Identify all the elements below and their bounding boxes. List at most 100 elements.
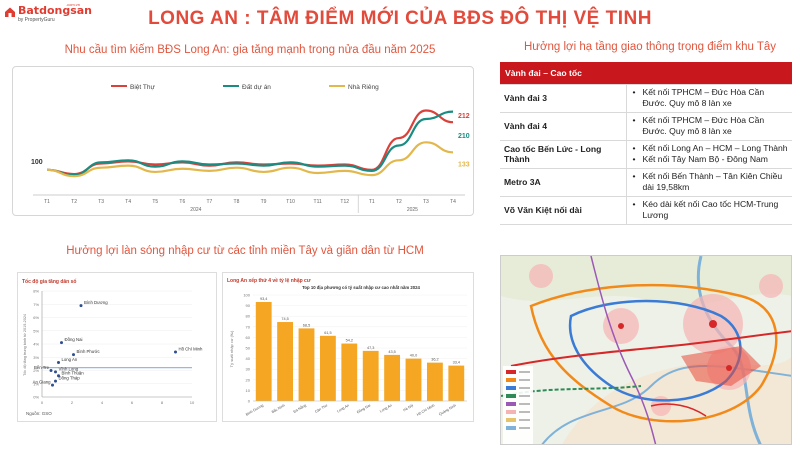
y-tick-label: 60 (246, 335, 251, 340)
bar (255, 301, 272, 401)
scatter-point (49, 369, 53, 372)
point-value-label: 212 (458, 113, 470, 120)
y-tick-label: 50 (246, 346, 251, 351)
x-tick-label: T3 (423, 199, 429, 205)
x-group-label: 2024 (190, 207, 201, 213)
scatter-point-label: Bình Dương (84, 300, 108, 305)
infra-row-item: Kết nối TPHCM – Đức Hòa Cần Đước. Quy mô… (633, 115, 791, 138)
scatter-point-label: Bình Thuận (62, 370, 85, 375)
x-tick-label: T3 (98, 199, 104, 205)
y-tick-label: 90 (246, 303, 251, 308)
bar-category-label: Hà Nội (402, 403, 414, 412)
infra-row-name: Vành đai 4 (500, 112, 626, 141)
y-tick-label: 30 (246, 367, 251, 372)
scatter-point-label: Hồ Chí Minh (179, 346, 203, 351)
bar (384, 354, 401, 401)
infra-table-header-row: Vành đai – Cao tốc (500, 62, 792, 85)
y-tick-label: 40 (246, 356, 251, 361)
y-tick-label: 10 (246, 388, 251, 393)
legend-label: Nhà Riêng (348, 84, 379, 91)
scatter-point (57, 361, 60, 365)
scatter-title: Tốc độ gia tăng dân số (22, 278, 76, 285)
infrastructure-table: Vành đai – Cao tốc Vành đai 3 Kết nối TPH… (500, 62, 792, 225)
bar-category-label: Bắc Ninh (270, 403, 285, 415)
scatter-point (57, 374, 60, 378)
point-value-label: 100 (31, 159, 43, 166)
scatter-source: Nguồn: GSO (26, 411, 52, 416)
scatter-point (54, 370, 57, 374)
scatter-point-label: An Giang (33, 380, 52, 385)
x-tick-label: 6 (131, 400, 134, 405)
scatter-point (72, 353, 75, 357)
infra-row: Vành đai 4 Kết nối TPHCM – Đức Hòa Cần Đư… (500, 112, 792, 141)
infra-row-description: Kết nối Bến Thành – Tân Kiên Chiều dài 1… (625, 168, 792, 197)
legend-label: Đất dự án (242, 82, 271, 91)
infra-table-header: Vành đai – Cao tốc (500, 62, 792, 85)
bar-category-label: Bình Dương (245, 403, 264, 416)
bar-value-label: 47,3 (367, 346, 374, 350)
x-tick-label: T4 (450, 199, 456, 205)
infra-row-name: Võ Văn Kiệt nối dài (500, 196, 626, 225)
bar-value-label: 33,4 (453, 361, 460, 365)
y-tick-label: 0 (248, 399, 251, 404)
infra-row: Võ Văn Kiệt nối dài Kéo dài kết nối Cao t… (500, 196, 792, 225)
legend-label: Biệt Thự (130, 84, 155, 91)
x-tick-label: 0 (41, 400, 44, 405)
bar (362, 350, 379, 401)
y-tick-label: 80 (246, 314, 251, 319)
y-tick-label: 7% (33, 302, 39, 307)
y-tick-label: 8% (33, 289, 39, 294)
scatter-point (51, 383, 54, 387)
brand-name: Batdongsan (18, 4, 93, 17)
point-value-label: 133 (458, 161, 470, 168)
bar-value-label: 40,0 (410, 354, 417, 358)
bar (277, 322, 294, 401)
y-tick-label: 70 (246, 324, 251, 329)
bar-category-label: Hồ Chí Minh (416, 403, 435, 416)
x-tick-label: T2 (396, 199, 402, 205)
bar-category-label: Đồng Nai (356, 403, 371, 414)
x-tick-label: 4 (101, 400, 104, 405)
bar-value-label: 68,5 (303, 323, 310, 327)
brand-logo: Batdongsan by PropertyGuru .com.vn (4, 2, 93, 26)
planning-map-image (501, 256, 791, 444)
x-tick-label: T10 (286, 199, 295, 205)
infra-row-item: Kéo dài kết nối Cao tốc HCM-Trung Lương (633, 199, 791, 222)
y-tick-label: 4% (33, 342, 39, 347)
x-tick-label: T4 (125, 199, 131, 205)
migration-rate-bar-panel: Long An xếp thứ 4 về tỷ lệ nhập cư Top 10… (222, 272, 474, 422)
scatter-point-label: Bình Phước (77, 349, 101, 354)
x-tick-label: T6 (179, 199, 185, 205)
bar-value-label: 74,5 (281, 317, 288, 321)
series-line (46, 110, 454, 177)
infra-row-description: Kết nối TPHCM – Đức Hòa Cần Đước. Quy mô… (625, 84, 792, 113)
bar-value-label: 54,2 (346, 339, 353, 343)
infra-row-item: Kết nối TPHCM – Đức Hòa Cần Đước. Quy mô… (633, 87, 791, 110)
x-tick-label: 8 (161, 400, 164, 405)
y-tick-label: 20 (246, 377, 251, 382)
scatter-point-label: Đồng Tháp (59, 376, 81, 381)
population-growth-scatter-panel: Tốc độ gia tăng dân số 0% 1% 2% 3% 4% 5% 6% 7% 8%… (17, 272, 217, 422)
bar-category-label: Đà Nẵng (292, 403, 307, 414)
x-tick-label: T5 (152, 199, 158, 205)
infra-row: Metro 3A Kết nối Bến Thành – Tân Kiên Chi… (500, 168, 792, 197)
bar-y-axis-label: Tỷ suất nhập cư (‰) (229, 330, 234, 367)
infra-row-description: Kết nối Long An – HCM – Long ThànhKết nố… (625, 140, 792, 169)
y-tick-label: 1% (33, 381, 39, 386)
house-logo-icon (5, 7, 15, 17)
infra-row: Vành đai 3 Kết nối TPHCM – Đức Hòa Cần Đư… (500, 84, 792, 113)
x-tick-label: 2 (71, 400, 74, 405)
x-tick-label: T1 (369, 199, 375, 205)
bar (448, 365, 465, 401)
bar-category-label: Quảng Ninh (438, 403, 457, 416)
page-title: LONG AN : TÂM ĐIỂM MỚI CỦA BĐS ĐÔ THỊ VỆ… (148, 8, 652, 29)
section-title-infrastructure: Hưởng lợi hạ tầng giao thông trọng điểm … (523, 41, 777, 53)
x-tick-label: T1 (44, 199, 50, 205)
bar-value-label: 61,5 (324, 331, 331, 335)
scatter-point (174, 350, 177, 354)
bar (405, 358, 422, 401)
bar-category-label: Long An (336, 403, 349, 413)
infra-row-item: Kết nối Tây Nam Bộ - Đông Nam (633, 154, 791, 166)
infra-row-name: Vành đai 3 (500, 84, 626, 113)
